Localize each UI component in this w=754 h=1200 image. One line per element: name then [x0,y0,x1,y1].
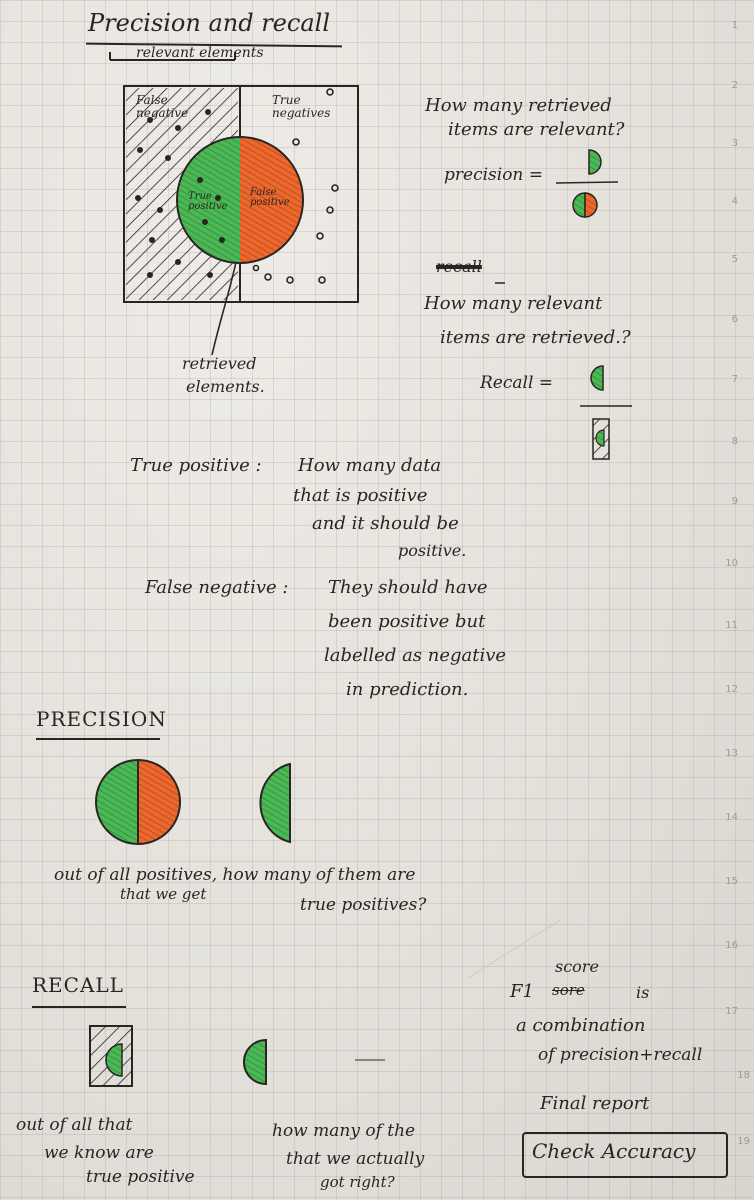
page-number: 6 [731,314,738,325]
precision-question: items are relevant? [448,119,625,140]
tp-term: True positive : [130,455,262,476]
recall-caption: got right? [320,1173,395,1191]
precision-caption: out of all positives, how many of them a… [54,865,416,885]
page-number: 8 [731,436,738,447]
f1-scratched: sore [552,981,585,999]
recall-scribble: recall [436,257,482,276]
tp-def-line: and it should be [312,513,459,534]
precision-caption: true positives? [300,895,427,915]
f1-is: is [636,983,650,1002]
page-number: 2 [731,80,738,91]
retrieved-elements-label: retrieved [182,354,257,373]
recall-caption: we know are [44,1143,154,1163]
page-number: 9 [731,496,738,507]
tp-def-line: that is positive [293,485,428,506]
recall-formula: Recall = [480,373,554,393]
tp-def-line: positive. [398,541,467,560]
false-negative-label: False negative [136,93,189,120]
fn-term: False negative : [145,577,289,598]
precision-underline [36,738,160,740]
check-accuracy-box [522,1132,728,1178]
f1-label: F1 [510,981,534,1002]
true-negatives-label: True negatives [272,93,331,120]
page-number: 15 [725,876,738,887]
page-title: Precision and recall [88,9,331,37]
page-number: 14 [725,812,738,823]
check-accuracy-text: Check Accuracy [532,1139,696,1163]
recall-caption: out of all that [16,1115,133,1135]
fn-def-line: been positive but [328,611,486,632]
page-number: 3 [731,138,738,149]
relevant-elements-label: relevant elements [136,45,264,61]
recall-caption: true positive [86,1167,195,1187]
recall-question: items are retrieved.? [440,327,631,348]
false-positive-label: False positive [250,187,290,208]
page-number: 12 [725,684,738,695]
recall-caption: that we actually [286,1149,425,1169]
page-number: 5 [731,254,738,265]
page-number: 16 [725,940,738,951]
recall-fraction [580,365,632,460]
precision-question: How many retrieved [425,95,612,116]
recall-heading: RECALL [32,973,124,997]
page-number: 18 [737,1070,750,1081]
page-number: 7 [731,374,738,385]
precision-caption: that we get [120,885,207,903]
retrieved-elements-label-2: elements. [186,377,265,396]
recall-question: How many relevant [424,293,603,314]
page-number: 13 [725,748,738,759]
f1-score-word: score [555,957,599,976]
page-number: 19 [737,1136,750,1147]
final-report: Final report [540,1093,650,1114]
precision-formula: precision = [444,165,544,185]
recall-underline [32,1006,126,1008]
page-number: 1 [731,20,738,31]
fn-def-line: in prediction. [346,679,469,700]
recall-caption: how many of the [272,1121,416,1141]
f1-line3: of precision+recall [538,1045,703,1065]
fn-def-line: labelled as negative [324,645,507,666]
page-number: 10 [725,558,738,569]
recall-icons [89,1025,385,1087]
venn-diagram [109,52,359,356]
page-number: 17 [725,1006,738,1017]
page-number: 4 [731,196,738,207]
f1-line2: a combination [516,1015,646,1036]
precision-fraction [555,149,619,218]
precision-heading: PRECISION [36,707,167,731]
tp-def-line: How many data [298,455,442,476]
page-number: 11 [725,620,738,631]
precision-circles [95,759,291,845]
true-positive-label: True positive [188,191,228,212]
fn-def-line: They should have [328,577,488,598]
